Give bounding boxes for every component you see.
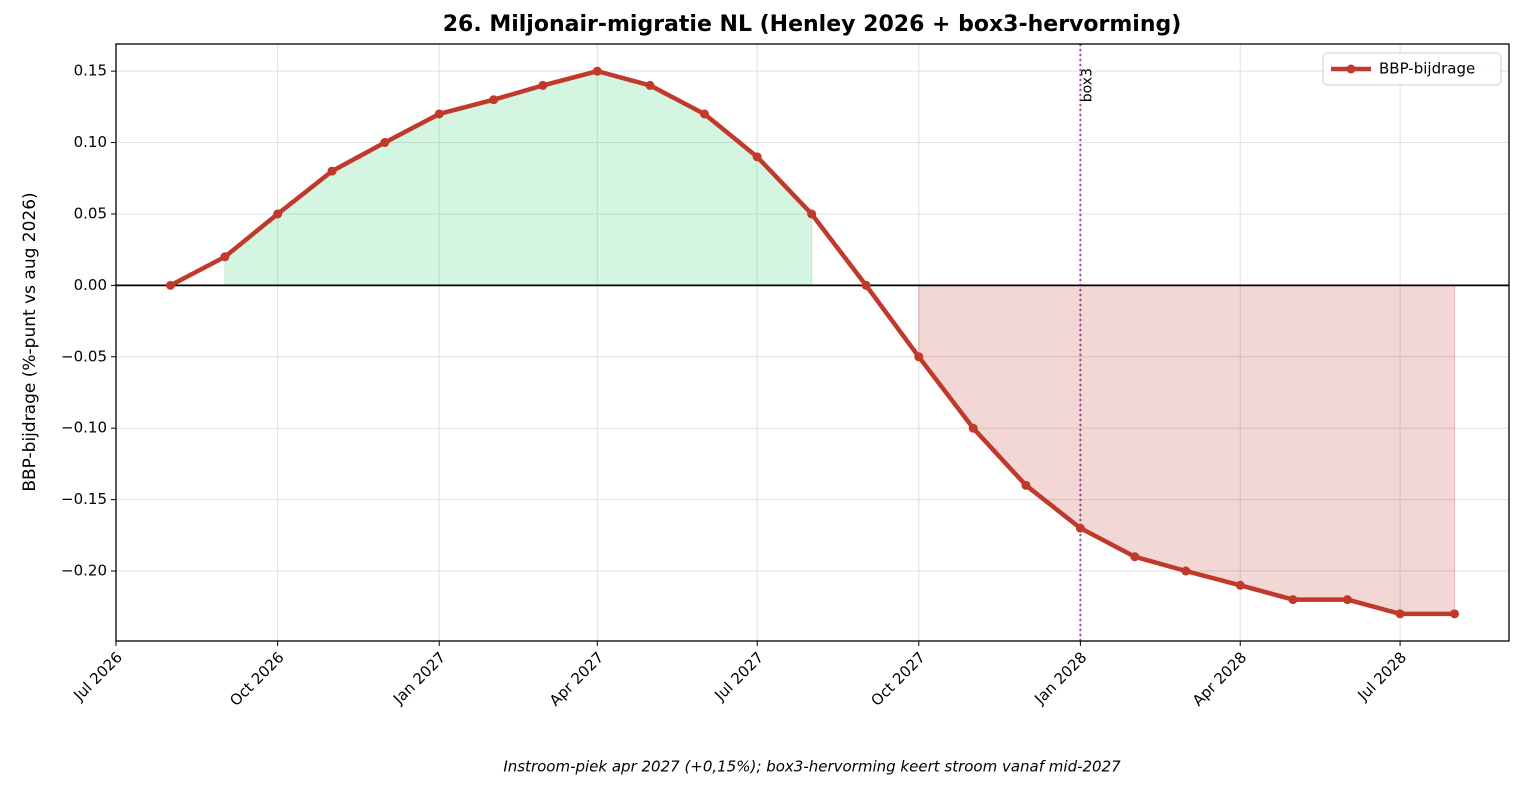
- marker: [1288, 595, 1298, 605]
- legend-box: [1322, 52, 1502, 86]
- marker: [1130, 552, 1140, 562]
- y-tick-label: −0.05: [61, 347, 107, 365]
- y-tick-label: 0.15: [74, 62, 107, 80]
- marker: [165, 280, 175, 290]
- marker: [861, 280, 871, 290]
- marker: [538, 80, 548, 90]
- marker: [592, 66, 602, 76]
- marker: [327, 166, 337, 176]
- marker: [434, 109, 444, 119]
- marker: [914, 352, 924, 362]
- marker: [1075, 523, 1085, 533]
- marker: [645, 80, 655, 90]
- event-label: box3: [1079, 68, 1095, 102]
- marker: [699, 109, 709, 119]
- y-tick-label: −0.15: [61, 490, 107, 508]
- marker: [1181, 566, 1191, 576]
- marker: [1342, 595, 1352, 605]
- marker: [1021, 480, 1031, 490]
- marker: [807, 209, 817, 219]
- marker: [273, 209, 283, 219]
- marker: [1395, 609, 1405, 619]
- y-tick-label: 0.05: [74, 204, 107, 222]
- marker: [489, 95, 499, 105]
- marker: [1450, 609, 1460, 619]
- marker: [1235, 580, 1245, 590]
- legend-label: BBP-bijdrage: [1379, 60, 1475, 78]
- footnote: Instroom-piek apr 2027 (+0,15%); box3-he…: [503, 758, 1121, 776]
- y-tick-label: −0.10: [61, 419, 107, 437]
- legend-marker: [1346, 64, 1356, 74]
- marker: [968, 423, 978, 433]
- marker: [220, 252, 230, 262]
- y-axis-label: BBP-bijdrage (%-punt vs aug 2026): [20, 192, 40, 491]
- y-tick-label: −0.20: [61, 562, 107, 580]
- plot-frame: [115, 43, 1510, 642]
- marker: [752, 152, 762, 162]
- chart-title: 26. Miljonair-migratie NL (Henley 2026 +…: [443, 12, 1182, 37]
- marker: [380, 138, 390, 148]
- y-tick-label: 0.00: [74, 276, 107, 294]
- y-tick-label: 0.10: [74, 133, 107, 151]
